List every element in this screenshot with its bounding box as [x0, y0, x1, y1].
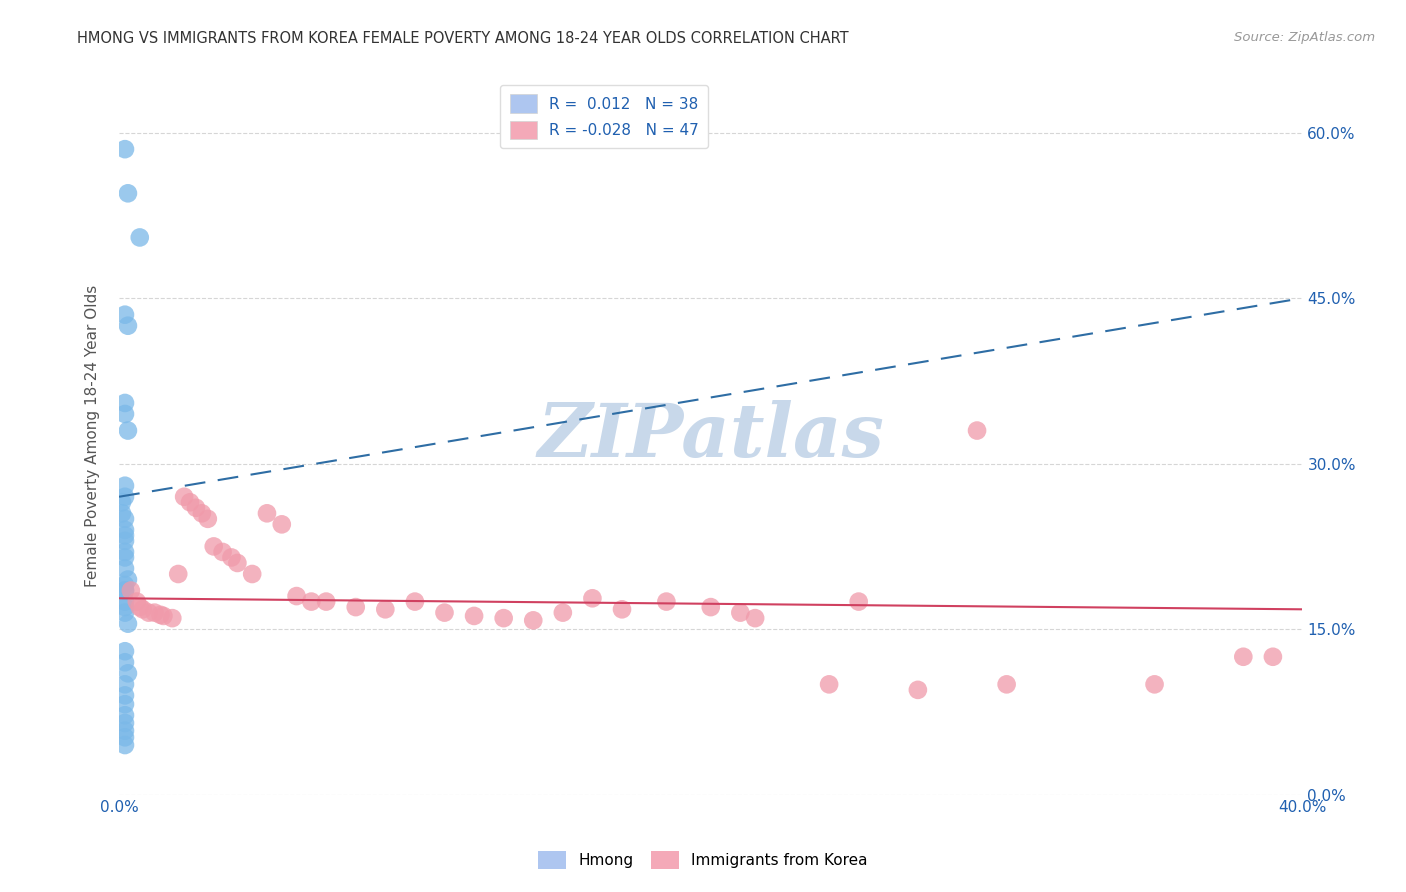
Point: [114, 578, 136, 592]
Point: [117, 318, 139, 333]
Point: [197, 512, 219, 526]
Point: [143, 606, 166, 620]
Point: [114, 142, 136, 156]
Point: [114, 689, 136, 703]
Point: [211, 545, 233, 559]
Point: [128, 230, 150, 244]
Point: [114, 600, 136, 615]
Point: [114, 512, 136, 526]
Point: [270, 517, 292, 532]
Point: [655, 594, 678, 608]
Point: [374, 602, 396, 616]
Point: [744, 611, 766, 625]
Point: [152, 609, 174, 624]
Point: [226, 556, 249, 570]
Point: [995, 677, 1018, 691]
Point: [111, 506, 134, 520]
Point: [114, 606, 136, 620]
Point: [256, 506, 278, 520]
Point: [132, 602, 155, 616]
Point: [162, 611, 184, 625]
Point: [167, 567, 190, 582]
Point: [125, 594, 148, 608]
Point: [404, 594, 426, 608]
Point: [114, 738, 136, 752]
Point: [114, 396, 136, 410]
Point: [114, 655, 136, 669]
Point: [128, 600, 150, 615]
Point: [138, 606, 160, 620]
Point: [522, 613, 544, 627]
Point: [463, 609, 485, 624]
Point: [700, 600, 723, 615]
Text: ZIPatlas: ZIPatlas: [537, 400, 884, 473]
Point: [114, 528, 136, 542]
Point: [114, 583, 136, 598]
Point: [114, 583, 136, 598]
Point: [117, 573, 139, 587]
Point: [1232, 649, 1254, 664]
Point: [117, 666, 139, 681]
Point: [114, 731, 136, 745]
Text: HMONG VS IMMIGRANTS FROM KOREA FEMALE POVERTY AMONG 18-24 YEAR OLDS CORRELATION : HMONG VS IMMIGRANTS FROM KOREA FEMALE PO…: [77, 31, 849, 46]
Point: [114, 479, 136, 493]
Point: [433, 606, 456, 620]
Point: [221, 550, 243, 565]
Point: [114, 697, 136, 711]
Point: [111, 495, 134, 509]
Point: [179, 495, 201, 509]
Point: [907, 682, 929, 697]
Point: [114, 677, 136, 691]
Point: [492, 611, 515, 625]
Point: [730, 606, 752, 620]
Point: [344, 600, 367, 615]
Point: [285, 589, 308, 603]
Point: [114, 407, 136, 421]
Point: [117, 424, 139, 438]
Point: [120, 583, 142, 598]
Text: Source: ZipAtlas.com: Source: ZipAtlas.com: [1234, 31, 1375, 45]
Point: [299, 594, 322, 608]
Point: [114, 490, 136, 504]
Point: [149, 607, 172, 622]
Point: [114, 644, 136, 658]
Point: [191, 506, 214, 520]
Point: [114, 545, 136, 559]
Point: [114, 523, 136, 537]
Point: [114, 594, 136, 608]
Point: [117, 186, 139, 201]
Point: [551, 606, 574, 620]
Point: [1143, 677, 1166, 691]
Point: [818, 677, 841, 691]
Point: [966, 424, 988, 438]
Point: [240, 567, 263, 582]
Point: [114, 561, 136, 575]
Point: [1261, 649, 1284, 664]
Point: [114, 716, 136, 731]
Point: [610, 602, 633, 616]
Point: [173, 490, 195, 504]
Legend: Hmong, Immigrants from Korea: Hmong, Immigrants from Korea: [533, 845, 873, 875]
Point: [202, 540, 225, 554]
Point: [581, 591, 603, 606]
Point: [117, 616, 139, 631]
Point: [184, 500, 207, 515]
Legend: R =  0.012   N = 38, R = -0.028   N = 47: R = 0.012 N = 38, R = -0.028 N = 47: [501, 85, 709, 148]
Point: [315, 594, 337, 608]
Point: [114, 708, 136, 723]
Point: [114, 550, 136, 565]
Point: [114, 723, 136, 738]
Point: [848, 594, 870, 608]
Point: [114, 308, 136, 322]
Point: [114, 533, 136, 548]
Y-axis label: Female Poverty Among 18-24 Year Olds: Female Poverty Among 18-24 Year Olds: [86, 285, 100, 587]
